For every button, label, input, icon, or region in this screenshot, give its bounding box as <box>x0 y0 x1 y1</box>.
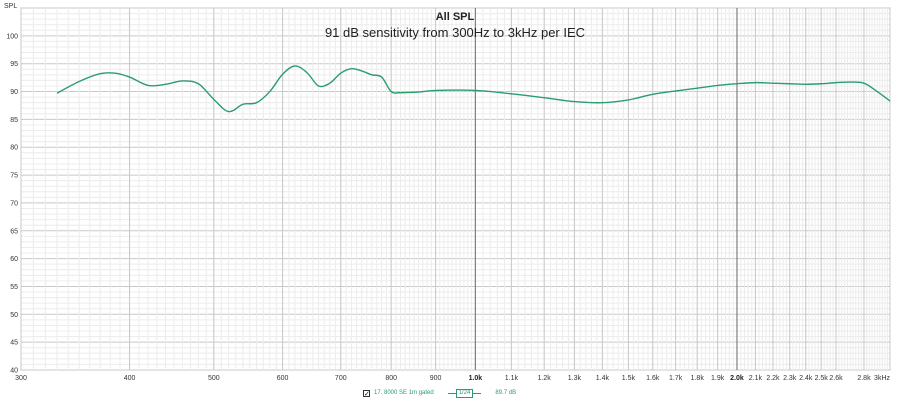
x-tick-label: 400 <box>124 375 136 382</box>
y-tick-label: 80 <box>10 145 18 152</box>
legend-line-right-icon <box>473 392 482 394</box>
series-line <box>56 65 891 113</box>
x-tick-label: 2.1k <box>749 375 763 382</box>
grid <box>20 7 891 371</box>
x-tick-label: 2.2k <box>766 375 780 382</box>
x-tick-label: 2.4k <box>799 375 813 382</box>
series-lines <box>56 65 891 113</box>
x-tick-label: 300 <box>15 375 27 382</box>
legend-checkbox[interactable]: ✓ <box>363 389 370 398</box>
chart-title: All SPL <box>436 11 475 23</box>
legend-smoothing-swatch: 1/24 <box>447 388 482 398</box>
x-tick-label: 1.3k <box>568 375 582 382</box>
y-axis-label: SPL <box>4 3 17 10</box>
x-tick-label: 1.8k <box>691 375 705 382</box>
y-tick-label: 65 <box>10 228 18 235</box>
x-tick-label: 700 <box>335 375 347 382</box>
x-tick-label: 1.1k <box>505 375 519 382</box>
x-tick-label: 2.5k <box>815 375 829 382</box>
y-tick-labels: 40 45 50 55 60 65 70 75 80 85 90 95 100 <box>6 33 18 374</box>
x-tick-label: 900 <box>430 375 442 382</box>
y-tick-label: 75 <box>10 173 18 180</box>
x-tick-label: 500 <box>208 375 220 382</box>
legend-level-value: 89.7 dB <box>495 390 517 396</box>
x-tick-label: 2.3k <box>783 375 797 382</box>
y-tick-label: 60 <box>10 256 18 263</box>
x-tick-label: 2.8k <box>857 375 871 382</box>
x-tick-label: 3kHz <box>874 375 890 382</box>
y-tick-label: 50 <box>10 312 18 319</box>
legend: ✓ 17. 8000 SE 1m gated 1/24 89.7 dB <box>363 388 516 398</box>
y-tick-label: 85 <box>10 117 18 124</box>
y-tick-label: 95 <box>10 61 18 68</box>
x-tick-label: 1.2k <box>538 375 552 382</box>
legend-smoothing-label: 1/24 <box>455 388 474 398</box>
legend-entry-label: 17. 8000 SE 1m gated <box>374 390 434 396</box>
x-tick-label: 1.7k <box>669 375 683 382</box>
x-tick-label: 1.5k <box>622 375 636 382</box>
y-tick-label: 90 <box>10 89 18 96</box>
plot-frame <box>20 7 891 371</box>
x-tick-label: 1.0k <box>469 375 483 382</box>
legend-line-left-icon <box>447 392 456 394</box>
x-tick-label: 2.6k <box>829 375 843 382</box>
x-tick-label: 1.9k <box>711 375 725 382</box>
x-tick-label: 1.4k <box>596 375 610 382</box>
y-tick-label: 100 <box>6 33 18 40</box>
chart-subtitle: 91 dB sensitivity from 300Hz to 3kHz per… <box>325 25 585 40</box>
y-tick-label: 70 <box>10 200 18 207</box>
x-tick-labels: 300 400 500 600 700 800 900 1.0k 1.1k 1.2k 1.3k 1.4… <box>15 375 890 382</box>
x-tick-label: 600 <box>277 375 289 382</box>
x-tick-label: 800 <box>385 375 397 382</box>
x-tick-label: 1.6k <box>646 375 660 382</box>
y-tick-label: 55 <box>10 284 18 291</box>
y-tick-label: 45 <box>10 340 18 347</box>
x-tick-label: 2.0k <box>730 375 744 382</box>
y-tick-label: 40 <box>10 368 18 375</box>
